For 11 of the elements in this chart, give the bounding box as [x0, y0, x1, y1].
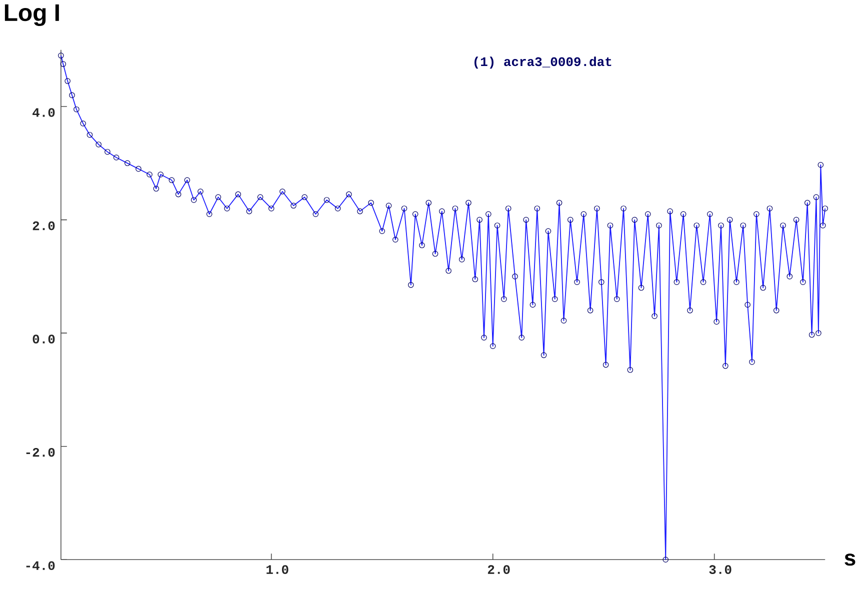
- y-tick-label: 2.0: [32, 222, 55, 230]
- y-tick-label: -2.0: [26, 448, 55, 457]
- x-axis-title: s: [844, 554, 856, 566]
- x-tick-label: 1.0: [266, 565, 288, 574]
- y-tick-label: -4.0: [26, 561, 55, 570]
- y-axis-title: Log I: [4, 4, 59, 26]
- y-tick-label: 0.0: [32, 334, 55, 344]
- y-tick-label: 4.0: [32, 108, 55, 118]
- x-tick-label: 2.0: [488, 565, 510, 574]
- text: (1) acra3_0009.dat: [474, 56, 612, 69]
- x-tick-label: 3.0: [709, 565, 732, 574]
